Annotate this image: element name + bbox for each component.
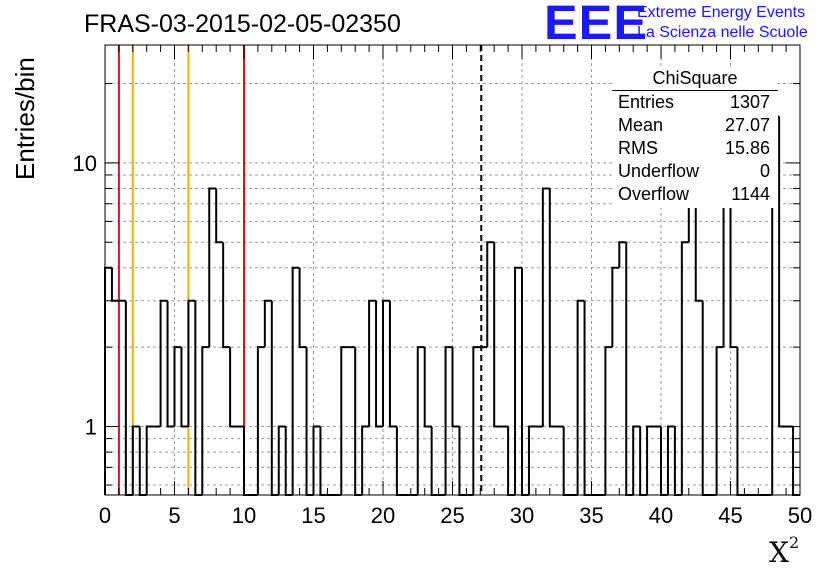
histogram-bin bbox=[486, 241, 495, 348]
histogram-bin bbox=[298, 267, 307, 349]
stats-divider bbox=[612, 90, 778, 91]
histogram-bin bbox=[173, 346, 182, 427]
histogram-bin bbox=[493, 242, 502, 428]
plot-frame bbox=[104, 44, 801, 496]
stats-row-overflow: Overflow 1144 bbox=[618, 184, 770, 206]
histogram-bin bbox=[187, 299, 196, 427]
x-tick-label: 45 bbox=[718, 503, 742, 528]
x-axis-label: X2 bbox=[769, 532, 800, 569]
histogram-bin bbox=[527, 425, 536, 495]
stats-value: 15.86 bbox=[724, 138, 770, 158]
histogram-bin bbox=[201, 346, 210, 495]
histogram-bin bbox=[632, 425, 641, 495]
histogram-bin bbox=[548, 188, 557, 428]
x-tick-label: 10 bbox=[232, 503, 256, 528]
histogram-bin bbox=[208, 187, 217, 348]
stats-key: Mean bbox=[618, 115, 664, 135]
histogram-bin bbox=[472, 346, 481, 495]
x-tick-label: 20 bbox=[371, 503, 395, 528]
histogram-bin bbox=[159, 299, 168, 427]
histogram-bin bbox=[646, 425, 655, 495]
tick-labels: 0 5 10 15 20 25 30 35 40 45 50 1 10 bbox=[73, 151, 813, 528]
x-axis-label-base: X bbox=[769, 536, 789, 569]
histogram-bin bbox=[222, 242, 231, 349]
x-tick-label: 25 bbox=[440, 503, 464, 528]
histogram-bin bbox=[715, 346, 724, 495]
stats-row-underflow: Underflow 0 bbox=[618, 161, 770, 183]
stats-key: Underflow bbox=[618, 161, 700, 181]
histogram-bin bbox=[166, 300, 175, 428]
histogram-bin bbox=[368, 299, 377, 427]
histogram-bin bbox=[423, 347, 432, 428]
histogram-bin bbox=[541, 187, 550, 427]
histogram-bin bbox=[729, 174, 738, 349]
histogram-bin bbox=[215, 188, 224, 244]
stats-key: RMS bbox=[618, 138, 658, 158]
histogram-bin bbox=[416, 346, 425, 495]
stats-value: 27.07 bbox=[724, 115, 770, 135]
stats-value: 0 bbox=[759, 161, 770, 181]
logo-line2: La Scienza nelle Scuole bbox=[637, 24, 808, 41]
stats-key: Entries bbox=[618, 92, 675, 112]
histogram-bin bbox=[778, 116, 787, 428]
histogram-bin bbox=[382, 299, 390, 427]
histogram-bin bbox=[312, 425, 321, 495]
histogram-bin bbox=[277, 425, 286, 495]
x-tick-label: 50 bbox=[788, 503, 812, 528]
histogram-bin bbox=[604, 346, 613, 495]
y-tick-label: 1 bbox=[85, 415, 97, 440]
logo-mark: EEE bbox=[544, 0, 648, 50]
histogram-bin bbox=[514, 266, 522, 495]
stats-row-entries: Entries 1307 bbox=[618, 92, 770, 114]
stats-row-mean: Mean 27.07 bbox=[618, 115, 770, 137]
histogram-bin bbox=[256, 346, 265, 495]
x-tick-label: 5 bbox=[168, 503, 180, 528]
run-title: FRAS-03-2015-02-05-02350 bbox=[84, 10, 401, 38]
histogram-bin bbox=[444, 346, 453, 495]
stats-box: ChiSquare Entries 1307 Mean 27.07 RMS 15… bbox=[612, 66, 778, 208]
threshold-markers bbox=[117, 45, 483, 495]
y-tick-label: 10 bbox=[73, 151, 97, 176]
x-tick-label: 0 bbox=[99, 503, 111, 528]
stats-row-rms: RMS 15.86 bbox=[618, 138, 770, 160]
x-tick-label: 15 bbox=[301, 503, 325, 528]
stats-key: Overflow bbox=[618, 184, 690, 204]
x-tick-label: 35 bbox=[579, 503, 603, 528]
histogram-bin bbox=[694, 162, 703, 302]
histogram-bin bbox=[611, 266, 620, 348]
x-tick-label: 40 bbox=[649, 503, 673, 528]
histogram-bin bbox=[180, 347, 189, 428]
histogram-bin bbox=[361, 425, 370, 495]
histogram-bin bbox=[666, 425, 675, 495]
histogram-bin bbox=[340, 346, 349, 495]
x-tick-label: 30 bbox=[510, 503, 534, 528]
histogram-bin bbox=[680, 241, 689, 495]
histogram-bin bbox=[145, 425, 154, 495]
x-axis-label-sup: 2 bbox=[788, 532, 800, 552]
logo-line1: Extreme Energy Events bbox=[637, 4, 806, 21]
histogram-bin bbox=[263, 299, 272, 348]
histogram-bin bbox=[618, 241, 627, 268]
stats-value: 1144 bbox=[731, 184, 770, 204]
eee-logo: EEE Extreme Energy Events La Scienza nel… bbox=[544, 0, 834, 50]
histogram-bin bbox=[131, 425, 140, 495]
histogram-bin bbox=[388, 300, 397, 428]
y-axis-label: Entries/bin bbox=[10, 57, 40, 180]
stats-title: ChiSquare bbox=[652, 68, 738, 88]
histogram-bin bbox=[576, 299, 585, 495]
histogram-bin bbox=[375, 300, 383, 428]
histogram-bin bbox=[451, 347, 460, 428]
histogram-bin bbox=[229, 347, 238, 428]
histogram-bin bbox=[291, 266, 300, 495]
stats-value: 1307 bbox=[729, 92, 770, 112]
